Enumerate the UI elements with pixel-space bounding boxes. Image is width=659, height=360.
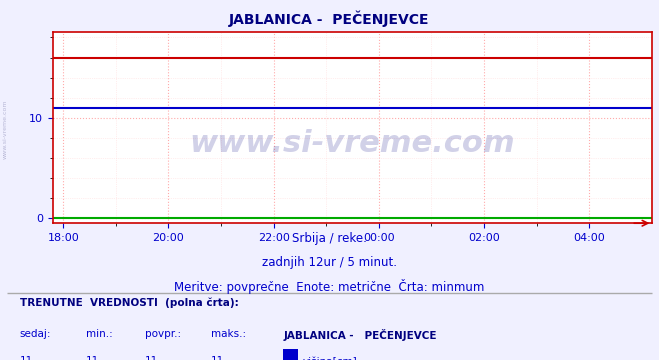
Text: zadnjih 12ur / 5 minut.: zadnjih 12ur / 5 minut.	[262, 256, 397, 269]
Text: 11: 11	[211, 356, 224, 360]
Text: 11: 11	[20, 356, 33, 360]
Text: 11: 11	[145, 356, 158, 360]
Text: JABLANICA -  PEČENJEVCE: JABLANICA - PEČENJEVCE	[229, 11, 430, 27]
Text: www.si-vreme.com: www.si-vreme.com	[3, 100, 8, 159]
Text: maks.:: maks.:	[211, 329, 246, 339]
Text: TRENUTNE  VREDNOSTI  (polna črta):: TRENUTNE VREDNOSTI (polna črta):	[20, 297, 239, 307]
Text: JABLANICA -   PEČENJEVCE: JABLANICA - PEČENJEVCE	[283, 329, 437, 341]
Text: Srbija / reke.: Srbija / reke.	[292, 232, 367, 245]
Text: min.:: min.:	[86, 329, 113, 339]
Text: www.si-vreme.com: www.si-vreme.com	[190, 129, 515, 158]
Text: povpr.:: povpr.:	[145, 329, 181, 339]
Text: višina[cm]: višina[cm]	[303, 356, 358, 360]
Text: 11: 11	[86, 356, 99, 360]
Text: Meritve: povprečne  Enote: metrične  Črta: minmum: Meritve: povprečne Enote: metrične Črta:…	[175, 279, 484, 294]
Text: sedaj:: sedaj:	[20, 329, 51, 339]
